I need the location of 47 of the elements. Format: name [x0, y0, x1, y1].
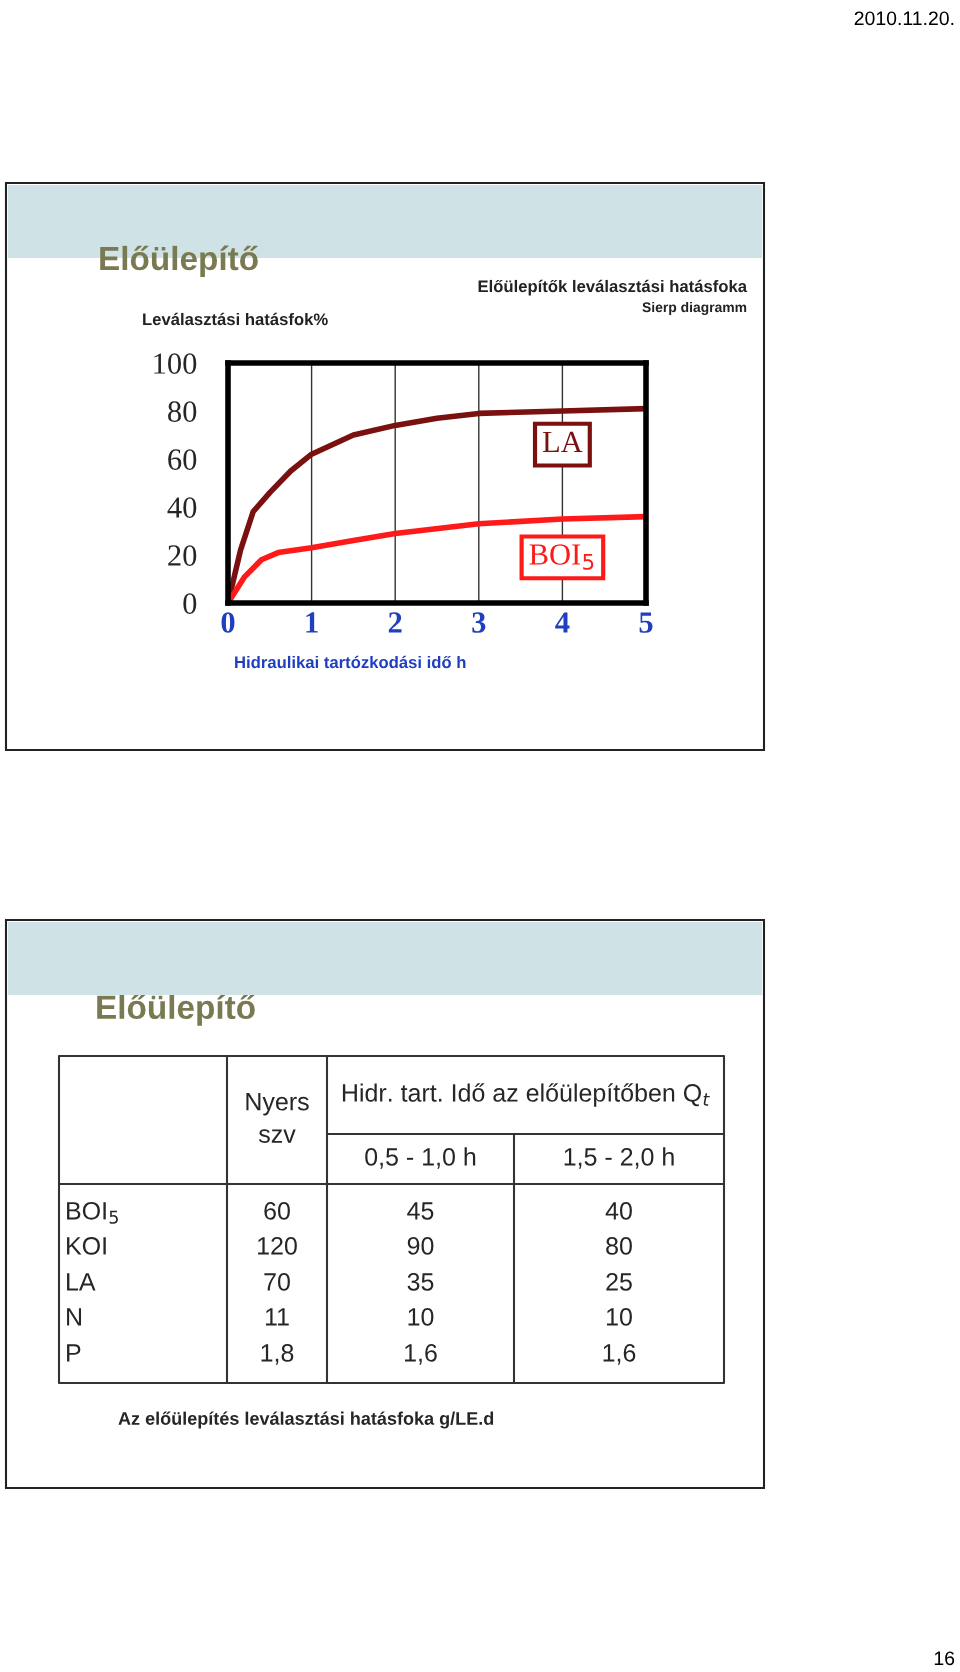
- category-label: BOI$_{5}$: [67, 1201, 118, 1224]
- text: Előülepítő: [97, 994, 255, 1026]
- y-tick-label: 80: [168, 401, 197, 422]
- x-axis-title: Hidraulikai tartózkodási idő h: [235, 655, 466, 669]
- text: Nyers szv: [246, 1093, 309, 1143]
- category-label: N: [67, 1308, 82, 1326]
- data-label: 1,6: [603, 1344, 636, 1365]
- text: Az előülepítés leválasztási hatásfoka g/LE.d: [118, 1411, 494, 1429]
- text: 1,5 - 2,0 h: [564, 1147, 674, 1169]
- data-label: 40: [605, 1202, 632, 1220]
- x-tick-label: 5: [639, 612, 653, 633]
- series-label: LA: [542, 431, 583, 452]
- data-label: 120: [258, 1237, 297, 1255]
- x-tick-label: 2: [388, 612, 402, 633]
- chart-title: Előülepítők leválasztási hatásfoka: [478, 279, 748, 296]
- data-label: 10: [408, 1308, 434, 1326]
- y-tick-label: 0: [183, 593, 197, 614]
- data-label: 80: [606, 1237, 632, 1255]
- category-label: LA: [67, 1273, 96, 1291]
- data-label: 60: [264, 1202, 290, 1220]
- data-label: 1,8: [261, 1344, 294, 1365]
- y-tick-label: 60: [168, 449, 197, 470]
- y-axis-title: Leválasztási hatásfok%: [143, 312, 328, 326]
- legend-title: Hidr. tart. Idő az előülepítőben Q$_{t}$: [342, 1083, 710, 1107]
- text: 2010.11.20.: [854, 11, 954, 26]
- data-label: 35: [407, 1273, 434, 1291]
- series-label: BOI$_{5}$: [529, 544, 594, 570]
- text: 16: [934, 1651, 955, 1666]
- category-label: P: [67, 1344, 81, 1362]
- data-label: 25: [606, 1273, 632, 1291]
- data-label: 45: [407, 1202, 434, 1220]
- data-label: 90: [407, 1237, 434, 1255]
- y-tick-label: 100: [154, 353, 197, 374]
- y-tick-label: 40: [167, 497, 197, 518]
- text: Sierp diagramm: [642, 301, 747, 315]
- text: Előülepítő: [100, 245, 258, 277]
- y-tick-label: 20: [168, 545, 197, 566]
- data-label: 70: [264, 1273, 290, 1291]
- data-label: 10: [607, 1308, 632, 1326]
- x-tick-label: 3: [472, 612, 486, 633]
- data-label: 1,6: [405, 1344, 437, 1365]
- data-label: 11: [265, 1308, 289, 1326]
- text: 0,5 - 1,0 h: [365, 1147, 476, 1169]
- x-tick-label: 0: [221, 612, 235, 633]
- category-label: KOI: [67, 1237, 106, 1255]
- x-tick-label: 1: [306, 612, 318, 633]
- x-tick-label: 4: [555, 612, 570, 633]
